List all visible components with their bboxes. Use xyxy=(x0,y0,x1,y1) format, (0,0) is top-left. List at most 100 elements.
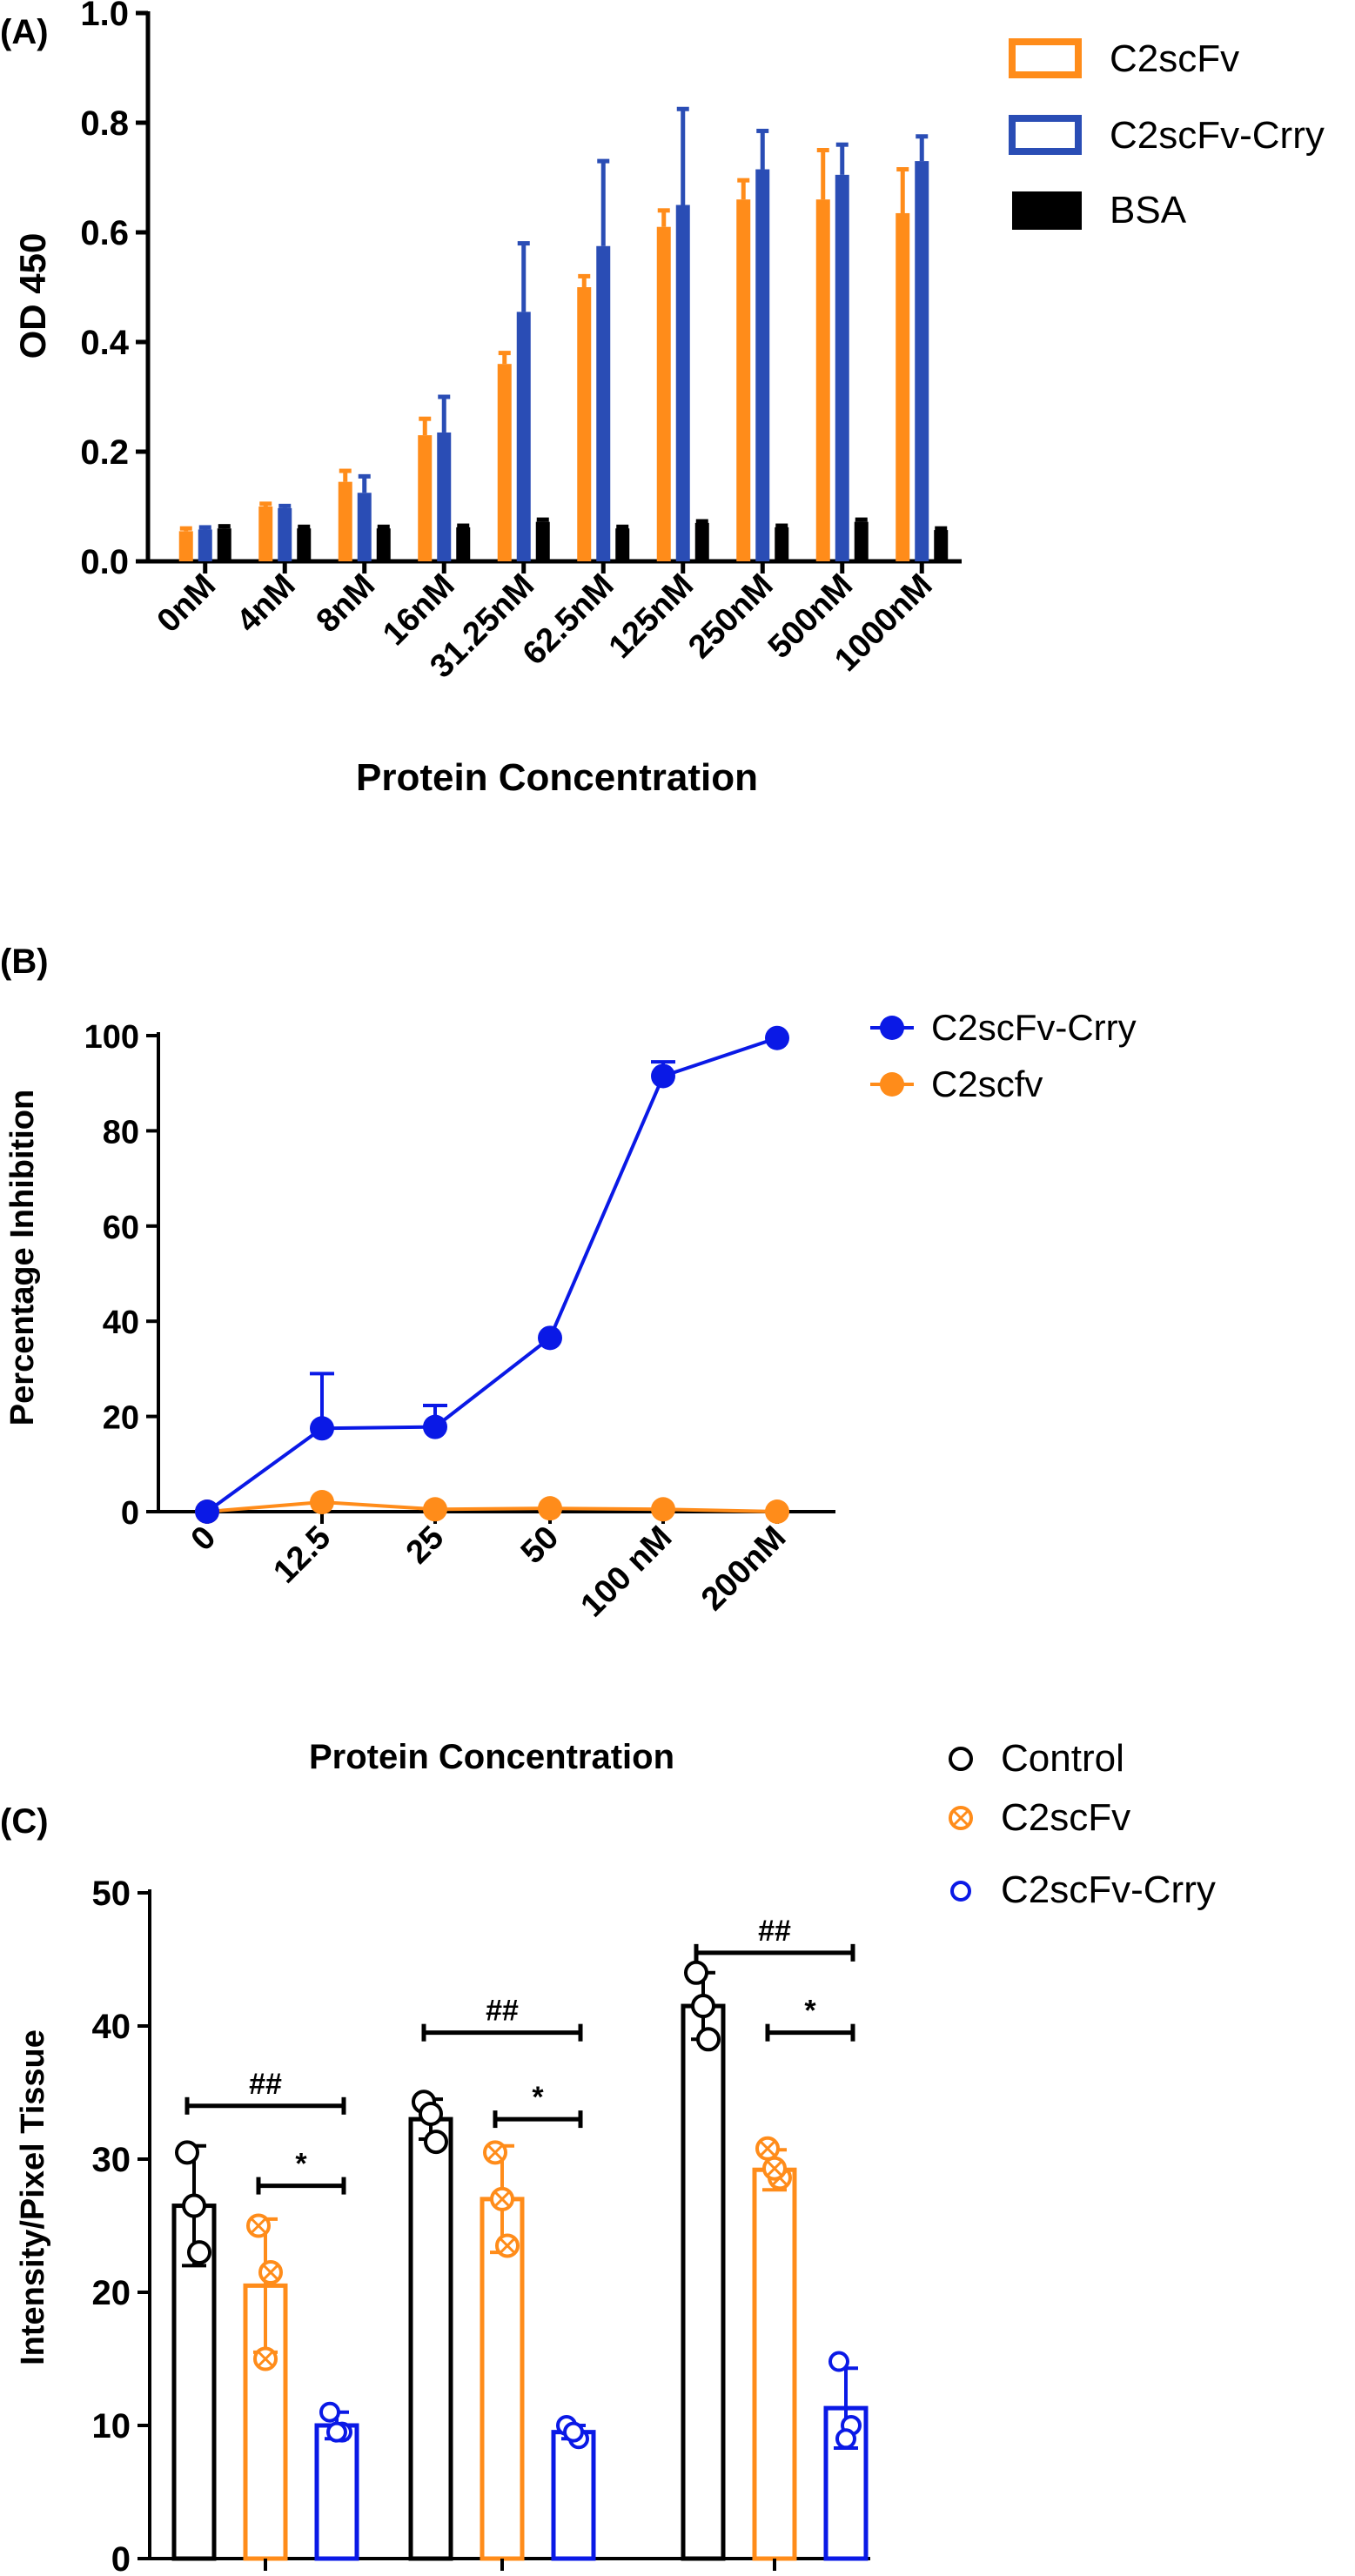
error-bar-bsa-8nm xyxy=(377,524,390,529)
point-c2scfv-c3d xyxy=(762,2156,787,2181)
error-bar-c2scfv-8nm xyxy=(339,468,352,482)
error-bar-bsa-4nm xyxy=(298,524,311,529)
point-c2scfv-igm xyxy=(258,2260,283,2285)
point-c2scfv-crry-igm xyxy=(326,2421,347,2443)
panel-a-plot: 0.00.20.40.60.81.00nM 4nM 8nM16nM31.25nM62… xyxy=(80,0,962,685)
panel-c-y-tick-label: 0 xyxy=(111,2540,131,2576)
error-bar-bsa-0nm xyxy=(218,524,231,529)
significance-label: ## xyxy=(758,1915,791,1948)
panel-b-y-tick-label: 60 xyxy=(103,1210,139,1246)
panel-c-x-tick-label-igm: IgM xyxy=(234,2573,297,2576)
bar-c2scfv-c3d xyxy=(752,2167,797,2561)
error-bar-c2scfv-250nm xyxy=(737,178,750,200)
panel-b-plot: 0 20 40 60 80 100 0 12.5 25 50 100 nM 200nM xyxy=(84,1019,835,1624)
legend-swatch-bsa xyxy=(1012,191,1082,230)
point-control-c3d xyxy=(696,2027,721,2052)
point-c2scfv-crry-12-5 xyxy=(310,1416,334,1441)
panel-a-x-axis-title: Protein Concentration xyxy=(356,756,758,799)
point-cross xyxy=(257,2351,274,2367)
panel-a-x-tick-label-250nm: 250nM xyxy=(681,567,780,666)
significance-label: ## xyxy=(486,1995,519,2028)
point-cross xyxy=(499,2237,516,2254)
point-c2scfv-crry-c3d xyxy=(835,2428,856,2450)
panel-a-x-tick-label-62-5nm: 62.5nM xyxy=(516,567,621,673)
error-bar-bsa-16nm xyxy=(457,523,470,528)
panel-a-y-tick-label: 0.8 xyxy=(80,104,129,143)
legend-swatch-c2scfv xyxy=(1009,38,1082,78)
legend-label-c2scfv-crry: C2scFv-Crry xyxy=(1110,114,1325,157)
bar-c2scfv-31-25nm xyxy=(497,364,512,561)
panel-a-x-tick-label-0nm: 0nM xyxy=(151,567,223,640)
legend-label-bsa: BSA xyxy=(1110,189,1187,231)
panel-c-y-tick-label: 30 xyxy=(92,2141,131,2179)
bar-c2scfv-crry-igm xyxy=(314,2423,359,2561)
panel-b-legend: C2scFv-Crry C2scfv xyxy=(870,1007,1137,1104)
error-bar-bsa-125nm xyxy=(695,519,708,524)
panel-a-x-tick-label-4nm: 4nM xyxy=(230,567,302,640)
panel-c-y-axis-title: Intensity/Pixel Tissue xyxy=(15,2029,51,2365)
bar-c2scfv-125nm xyxy=(656,226,671,561)
panel-a-label: (A) xyxy=(0,13,49,51)
legend-marker-c2scfv-crry xyxy=(880,1016,904,1040)
legend-label-control: Control xyxy=(1001,1737,1124,1780)
bar-c2scfv-crry-0nm xyxy=(198,529,212,561)
panel-b-y-tick-label: 40 xyxy=(103,1305,139,1341)
error-bar-c2scfv-crry-1000nm xyxy=(916,134,929,162)
point-c2scfv-12-5 xyxy=(310,1490,334,1515)
bar-c2scfv-4nm xyxy=(258,506,273,561)
legend-marker-control xyxy=(949,1747,973,1771)
error-bar-bsa-62-5nm xyxy=(616,524,629,529)
point-c2scfv-crry-c3d xyxy=(828,2351,849,2372)
bar-c2scfv-crry-igg xyxy=(551,2430,596,2561)
bar-c2scfv-crry-250nm xyxy=(755,169,770,562)
error-bar-c2scfv-1000nm xyxy=(896,167,909,213)
error-bar-c2scfv-crry-0nm xyxy=(198,525,211,530)
point-control-c3d xyxy=(691,1994,715,2019)
error-bar-c2scfv-62-5nm xyxy=(578,273,591,287)
bar-c2scfv-crry-8nm xyxy=(357,493,372,561)
panel-b-y-tick-label: 20 xyxy=(103,1400,139,1437)
bar-bsa-125nm xyxy=(694,522,709,561)
panel-b-x-axis-title: Protein Concentration xyxy=(309,1738,674,1776)
significance-bracket: * xyxy=(493,2081,583,2129)
panel-c-y-tick-label: 10 xyxy=(92,2407,131,2445)
error-bar-c2scfv-crry-125nm xyxy=(676,106,689,205)
significance-bracket: * xyxy=(256,2148,346,2195)
panel-b-x-tick-label-200nm: 200nM xyxy=(694,1519,793,1618)
bar-control-igg xyxy=(408,2116,453,2561)
panel-c-label: (C) xyxy=(0,1802,49,1841)
point-cross xyxy=(766,2160,783,2177)
point-control-c3d xyxy=(684,1960,708,1985)
error-bar-c2scfv-crry-16nm xyxy=(438,394,451,433)
line-c2scfv-crry xyxy=(205,1036,778,1513)
error-bar-c2scfv-crry-250nm xyxy=(756,128,769,170)
line-c2scfv xyxy=(206,1500,778,1513)
bar-c2scfv-crry-500nm xyxy=(835,174,849,561)
point-cross xyxy=(486,2144,504,2161)
panel-b-x-tick-label-25: 25 xyxy=(399,1519,452,1572)
point-c2scfv-50 xyxy=(538,1496,562,1521)
panel-c: (C) 0 10 20 30 40 50 IgM IgG C3d ## * ## * ## * Intens… xyxy=(0,1737,1216,2576)
panel-a: (A) 0.00.20.40.60.81.00nM 4nM 8nM16nM31.25… xyxy=(0,0,1325,799)
bar-c2scfv-62-5nm xyxy=(577,287,592,561)
bar-c2scfv-crry-16nm xyxy=(437,432,452,561)
panel-c-x-tick-label-igg: IgG xyxy=(472,2573,533,2576)
panel-c-y-tick-label: 20 xyxy=(92,2274,131,2312)
error-bar-c2scfv-0nm xyxy=(179,526,192,532)
bar-c2scfv-crry-31-25nm xyxy=(516,312,531,561)
legend-marker-c2scfv-c xyxy=(949,1806,973,1830)
panel-c-x-tick-label-c3d: C3d xyxy=(740,2573,808,2576)
bar-c2scfv-8nm xyxy=(338,481,352,561)
panel-c-y-tick-label: 40 xyxy=(92,2008,131,2046)
panel-a-y-tick-label: 1.0 xyxy=(80,0,129,33)
point-c2scfv-crry-200nm xyxy=(765,1025,789,1050)
error-bar-c2scfv-31-25nm xyxy=(498,351,511,365)
error-bar-c2scfv-crry-500nm xyxy=(835,142,849,175)
error-bar-c2scfv-125nm xyxy=(657,208,670,227)
legend-label-c2scfv-crry-b: C2scFv-Crry xyxy=(931,1007,1137,1048)
error-bar-c2scfv-crry-62-5nm xyxy=(597,158,610,246)
panel-b-y-tick-label: 100 xyxy=(84,1019,139,1056)
point-control-igm xyxy=(182,2193,206,2218)
panel-b-label: (B) xyxy=(0,943,49,981)
